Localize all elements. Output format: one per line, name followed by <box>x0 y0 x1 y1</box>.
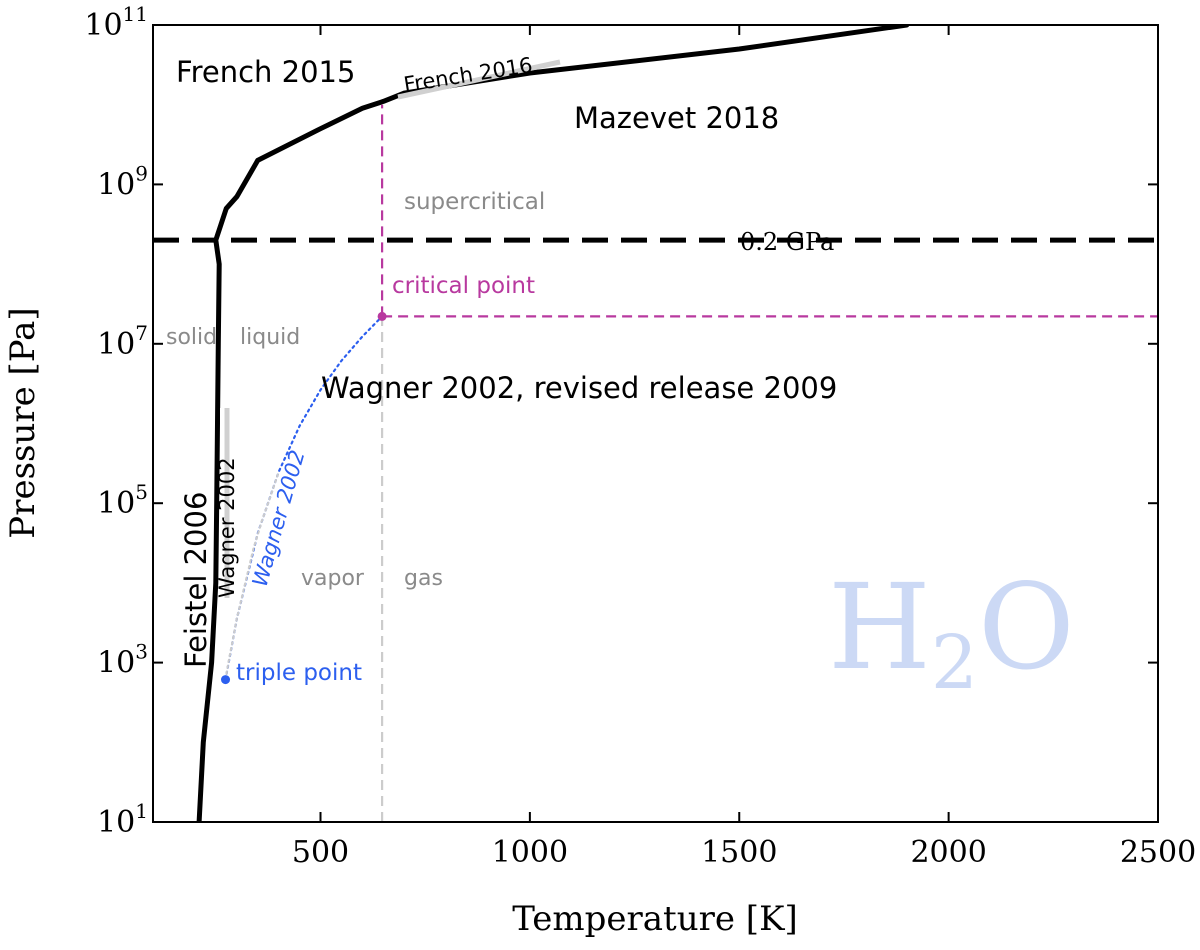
series-line-2 <box>224 471 280 681</box>
y-tick-label-exponent: 11 <box>123 2 148 26</box>
label-french-2015: French 2015 <box>176 55 355 89</box>
y-tick-label: 107 <box>97 321 148 362</box>
label-mazevet-2018: Mazevet 2018 <box>574 101 779 135</box>
y-tick-label: 103 <box>97 640 148 681</box>
label-gas: gas <box>404 566 443 591</box>
x-tick-label: 2500 <box>1120 835 1196 870</box>
plot-frame <box>152 24 1159 823</box>
y-tick-label-base: 10 <box>97 805 135 840</box>
h2o-subscript: 2 <box>931 620 978 706</box>
y-tick-label-base: 10 <box>97 167 135 202</box>
label-wagner-revised: Wagner 2002, revised release 2009 <box>321 371 837 405</box>
axis-ticks <box>153 24 1159 823</box>
marker-critical-point <box>377 311 387 321</box>
label-french-2016: French 2016 <box>402 53 534 97</box>
y-tick-label-exponent: 9 <box>135 161 148 185</box>
y-tick-label: 109 <box>97 161 148 202</box>
label-supercritical: supercritical <box>404 189 545 215</box>
y-tick-label: 1011 <box>84 2 148 43</box>
x-axis-label: Temperature [K] <box>512 899 797 939</box>
x-tick-label: 2000 <box>910 835 986 870</box>
y-tick-label-base: 10 <box>97 646 135 681</box>
y-tick-label-exponent: 5 <box>135 480 148 504</box>
label-liquid: liquid <box>240 325 300 350</box>
melt-curve-french2016-segment <box>397 59 561 100</box>
label-wagner-2002-black: Wagner 2002 <box>215 457 239 598</box>
y-tick-label: 105 <box>97 480 148 521</box>
h2o-o: O <box>978 558 1075 696</box>
label-solid: solid <box>166 325 217 350</box>
y-tick-label-exponent: 1 <box>135 799 148 823</box>
label-feistel-2006: Feistel 2006 <box>179 492 213 668</box>
series-line-0 <box>196 25 910 822</box>
y-tick-label-base: 10 <box>97 327 135 362</box>
label-vapor: vapor <box>301 566 365 591</box>
x-tick-label: 1000 <box>492 835 568 870</box>
x-tick-label: 500 <box>292 835 349 870</box>
label-reference-0-2-gpa: 0.2 GPa <box>740 228 834 256</box>
plot-area <box>153 25 1158 822</box>
h2o-watermark: H2O <box>828 558 1075 706</box>
y-tick-label-base: 10 <box>97 486 135 521</box>
x-tick-label: 1500 <box>701 835 777 870</box>
y-axis-label: Pressure [Pa] <box>3 307 43 538</box>
h2o-h: H <box>828 558 931 696</box>
y-tick-label-base: 10 <box>84 8 122 43</box>
marker-triple-point <box>221 675 231 685</box>
y-tick-label: 101 <box>97 799 148 840</box>
y-tick-label-exponent: 3 <box>135 640 148 664</box>
label-critical-point: critical point <box>392 273 535 299</box>
label-triple-point: triple point <box>236 660 362 686</box>
y-tick-label-exponent: 7 <box>135 321 148 345</box>
